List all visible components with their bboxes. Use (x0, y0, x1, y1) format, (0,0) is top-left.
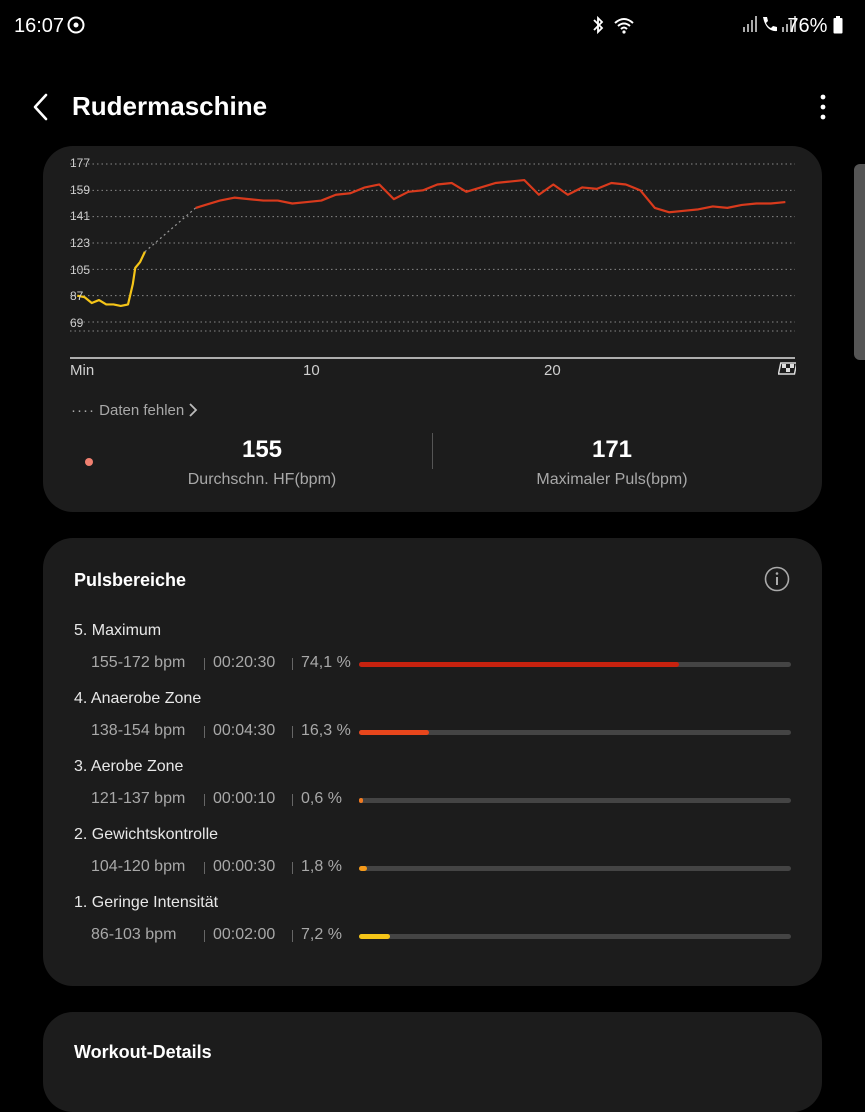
x-tick-label: Min (70, 362, 95, 379)
more-options-icon[interactable] (813, 92, 833, 122)
zone-separator (292, 794, 293, 806)
zone-name: 3. Aerobe Zone (74, 758, 184, 775)
y-tick-label: 123 (70, 236, 91, 250)
zone-progress-track (359, 866, 791, 871)
heart-rate-chart-card: 177 159 141 123 105 87 69 Min 10 20 ···· Daten… (43, 146, 822, 512)
zone-separator (292, 930, 293, 942)
status-bar: 16:07 76% (0, 0, 865, 52)
finish-flag-icon (778, 362, 796, 375)
zone-progress-track (359, 934, 791, 939)
app-bar: Rudermaschine (0, 78, 865, 134)
zone-row: 155-172 bpm 00:20:30 74,1 % (91, 654, 801, 676)
missing-data-link[interactable]: ···· Daten fehlen (71, 402, 198, 419)
zone-progress-fill (359, 662, 680, 667)
zone-row: 86-103 bpm 00:02:00 7,2 % (91, 926, 801, 948)
zone-separator (292, 862, 293, 874)
info-icon[interactable] (764, 566, 790, 592)
zones-title: Pulsbereiche (74, 570, 187, 590)
max-heart-rate-label: Maximaler Puls(bpm) (536, 471, 688, 488)
zone-progress-track (359, 798, 791, 803)
y-tick-label: 141 (70, 209, 91, 223)
zone-range: 86-103 bpm (91, 926, 177, 943)
zone-separator (204, 658, 205, 670)
x-tick-label: 20 (544, 362, 561, 379)
zone-row: 138-154 bpm 00:04:30 16,3 % (91, 722, 801, 744)
zone-name: 2. Gewichtskontrolle (74, 826, 219, 843)
zone-name: 4. Anaerobe Zone (74, 690, 202, 707)
zone-percent: 16,3 % (301, 722, 351, 739)
y-tick-label: 69 (70, 316, 84, 330)
zone-separator (204, 726, 205, 738)
y-tick-label: 105 (70, 263, 91, 277)
stats-divider (432, 433, 433, 469)
missing-data-label: Daten fehlen (99, 402, 185, 419)
workout-details-card[interactable]: Workout-Details (43, 1012, 822, 1112)
zone-percent: 7,2 % (301, 926, 342, 943)
avg-heart-rate-value: 155 (241, 436, 283, 463)
heart-rate-chart (70, 163, 795, 359)
zone-time: 00:00:30 (213, 858, 276, 875)
camera-aperture-icon (67, 16, 85, 34)
heart-rate-series-line-0 (77, 251, 146, 308)
x-tick-label: 10 (303, 362, 320, 379)
zone-name: 5. Maximum (74, 622, 162, 639)
zone-range: 121-137 bpm (91, 790, 186, 807)
bluetooth-icon (593, 15, 604, 35)
battery-icon (833, 16, 843, 34)
zone-row: 121-137 bpm 00:00:10 0,6 % (91, 790, 801, 812)
zone-separator (292, 658, 293, 670)
zone-time: 00:04:30 (213, 722, 276, 739)
status-time: 16:07 (14, 15, 65, 37)
y-tick-label: 159 (70, 183, 91, 197)
zone-progress-fill (359, 730, 430, 735)
zone-progress-track (359, 662, 791, 667)
zone-progress-fill (359, 866, 367, 871)
y-tick-label: 177 (70, 156, 91, 170)
zone-name: 1. Geringe Intensität (74, 894, 219, 911)
wifi-icon (614, 18, 634, 34)
zone-percent: 1,8 % (301, 858, 342, 875)
zone-separator (204, 862, 205, 874)
zone-percent: 74,1 % (301, 654, 351, 671)
scroll-handle[interactable] (854, 164, 865, 360)
signal-icon (743, 16, 757, 32)
zone-time: 00:00:10 (213, 790, 276, 807)
zone-progress-fill (359, 934, 391, 939)
zone-progress-track (359, 730, 791, 735)
chevron-right-icon (189, 403, 198, 417)
legend-dot (85, 458, 93, 466)
y-tick-label: 87 (70, 289, 84, 303)
missing-data-connector (144, 207, 197, 253)
max-heart-rate-value: 171 (591, 436, 633, 463)
back-icon[interactable] (28, 90, 58, 124)
zone-range: 104-120 bpm (91, 858, 186, 875)
zone-separator (292, 726, 293, 738)
heart-rate-zones-card: Pulsbereiche 5. Maximum 155-172 bpm 00:20:… (43, 538, 822, 986)
heart-rate-series-line-1 (195, 178, 786, 214)
signal-icon-2 (782, 16, 796, 32)
page-title: Rudermaschine (72, 91, 268, 121)
zone-range: 155-172 bpm (91, 654, 186, 671)
wifi-calling-icon (763, 17, 777, 32)
zone-row: 104-120 bpm 00:00:30 1,8 % (91, 858, 801, 880)
zone-time: 00:20:30 (213, 654, 276, 671)
zone-percent: 0,6 % (301, 790, 342, 807)
avg-heart-rate-label: Durchschn. HF(bpm) (187, 471, 337, 488)
zone-progress-fill (359, 798, 363, 803)
zone-separator (204, 794, 205, 806)
zone-time: 00:02:00 (213, 926, 276, 943)
zone-separator (204, 930, 205, 942)
zone-range: 138-154 bpm (91, 722, 186, 739)
workout-details-title: Workout-Details (74, 1042, 212, 1062)
battery-percent: 76% (787, 15, 843, 38)
